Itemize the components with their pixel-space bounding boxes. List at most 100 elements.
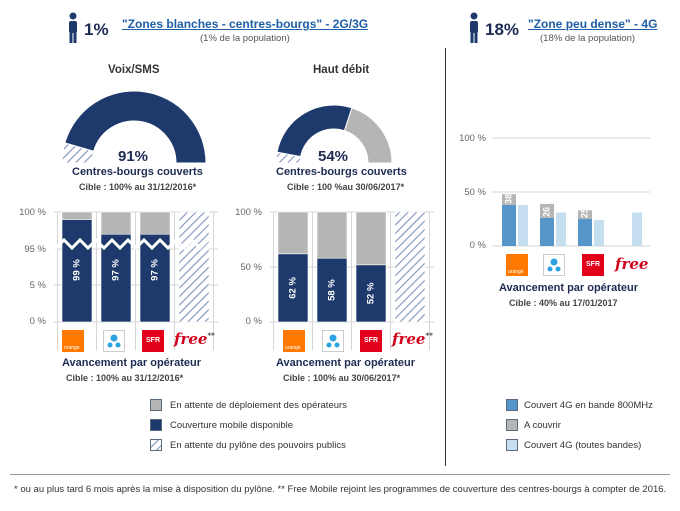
orange-logo: orange: [506, 254, 528, 276]
footnote: * ou au plus tard 6 mois après la mise à…: [14, 484, 667, 495]
y-tick: 95 %: [24, 244, 46, 255]
gauge-haut-target: Cible : 100 %au 30/06/2017*: [287, 182, 405, 192]
footnote-rule: [10, 474, 670, 475]
data-label: 97 %: [111, 259, 122, 281]
bar-a-couvrir: [540, 203, 554, 218]
bar-toutes-bandes: [632, 212, 642, 246]
legend-label: Couvert 4G (toutes bandes): [524, 440, 642, 451]
bars-haut-target: Cible : 100% au 30/06/2017*: [283, 373, 401, 383]
sfr-logo: SFR: [582, 254, 604, 276]
gauge-segment: [64, 90, 207, 164]
data-label: 99 %: [72, 259, 83, 281]
gauge-voix-title: Centres-bourgs couverts: [72, 166, 203, 178]
gauge-voix: [61, 90, 207, 164]
gauge-haut-title: Centres-bourgs couverts: [276, 166, 407, 178]
header-left-title: "Zones blanches - centres-bourgs" - 2G/3…: [122, 17, 369, 31]
gauge-haut-value: 54%: [318, 148, 349, 165]
column-title-voix: Voix/SMS: [108, 64, 160, 76]
person-icon: [470, 12, 478, 43]
bar-segment: [355, 264, 387, 323]
y-tick: 100 %: [459, 133, 486, 144]
legend-swatch-hatch: [150, 439, 162, 451]
bar-segment: [61, 211, 93, 220]
column-title-haut: Haut débit: [313, 64, 370, 76]
y-tick: 0 %: [29, 316, 46, 327]
y-tick: 100 %: [235, 207, 262, 218]
data-label: 52 %: [366, 282, 377, 304]
legend-label: Couverture mobile disponible: [170, 420, 294, 431]
data-label: 58 %: [327, 279, 338, 301]
bar-segment: [355, 211, 387, 266]
bar-segment: [316, 257, 348, 323]
data-label: 62 %: [288, 277, 299, 299]
bar-segment: [178, 211, 210, 323]
bar-segment: [277, 211, 309, 255]
bars-voix-target: Cible : 100% au 31/12/2016*: [66, 373, 184, 383]
bars-4g-title: Avancement par opérateur: [499, 282, 638, 294]
divider: [445, 48, 446, 466]
gauge-haut: [275, 104, 393, 164]
bars-voix: 99 % 97 % 97 %: [50, 211, 218, 350]
legend-label: Couvert 4G en bande 800MHz: [524, 400, 653, 411]
legend-label: A couvrir: [524, 420, 561, 431]
header-right-subtitle: (18% de la population): [540, 33, 636, 44]
bars-haut: 62 % 58 % 52 %: [270, 211, 434, 350]
bouygues-logo: [103, 330, 125, 352]
free-logo: free**: [174, 330, 215, 348]
free-logo: free**: [392, 330, 433, 348]
header-left-subtitle: (1% de la population): [200, 33, 290, 44]
bar-segment: [139, 211, 171, 235]
header-right-percent: 18%: [485, 20, 520, 39]
gauge-segment: [343, 107, 393, 164]
y-tick: 50 %: [240, 262, 262, 273]
bar-800mhz: [502, 204, 516, 246]
gauge-voix-value: 91%: [118, 148, 149, 165]
bars-4g-target: Cible : 40% au 17/01/2017: [509, 298, 618, 308]
data-label: 38 %: [503, 183, 513, 204]
orange-logo: orange: [283, 330, 305, 352]
bar-toutes-bandes: [518, 204, 528, 246]
bar-800mhz: [540, 217, 554, 246]
free-logo: free: [615, 255, 649, 273]
bars-haut-title: Avancement par opérateur: [276, 357, 415, 369]
bar-segment: [100, 211, 132, 235]
bar-a-couvrir: [578, 210, 592, 219]
y-tick: 100 %: [19, 207, 46, 218]
bar-segment: [61, 219, 93, 323]
gauge-voix-target: Cible : 100% au 31/12/2016*: [79, 182, 197, 192]
y-tick: 50 %: [464, 187, 486, 198]
bar-toutes-bandes: [594, 220, 604, 246]
bar-segment: [277, 253, 309, 323]
bar-segment: [316, 211, 348, 259]
legend-swatch-navy: [150, 419, 162, 431]
bars-4g: 38 % 26 % 25 %: [492, 137, 650, 247]
legend-label: En attente de déploiement des opérateurs: [170, 400, 347, 411]
bar-800mhz: [578, 219, 592, 246]
y-tick: 5 %: [29, 280, 46, 291]
axis-break: [50, 237, 210, 251]
data-label: 97 %: [150, 259, 161, 281]
legend-swatch-light: [506, 439, 518, 451]
header-left-percent: 1%: [84, 20, 109, 39]
bouygues-logo: [543, 254, 565, 276]
bar-a-couvrir: [502, 194, 516, 205]
sfr-logo: SFR: [360, 330, 382, 352]
bouygues-logo: [322, 330, 344, 352]
bar-segment: [100, 233, 132, 323]
bar-segment: [394, 211, 426, 323]
bars-voix-title: Avancement par opérateur: [62, 357, 201, 369]
legend-swatch-gray: [150, 399, 162, 411]
y-tick: 0 %: [245, 316, 262, 327]
sfr-logo: SFR: [142, 330, 164, 352]
person-icon: [69, 12, 77, 43]
bar-toutes-bandes: [556, 212, 566, 246]
legend-swatch-blue: [506, 399, 518, 411]
orange-logo: orange: [62, 330, 84, 352]
header-right-title: "Zone peu dense" - 4G: [528, 17, 658, 31]
legend-label: En attente du pylône des pouvoirs public…: [170, 440, 346, 451]
legend-swatch-gray: [506, 419, 518, 431]
y-tick: 0 %: [469, 240, 486, 251]
data-label: 25 %: [579, 197, 589, 218]
